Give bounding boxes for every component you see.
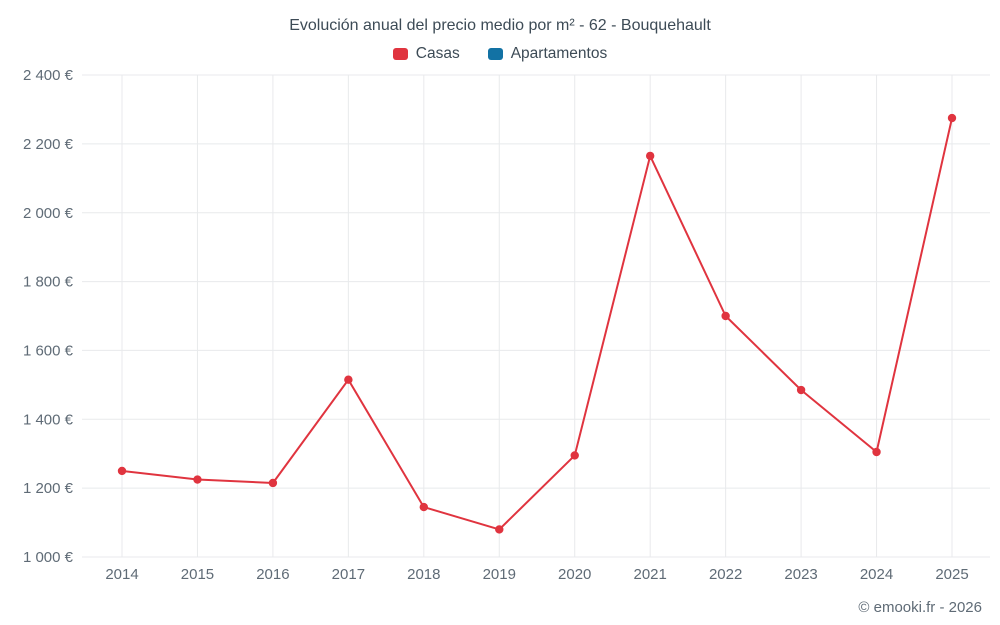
x-axis-tick-label: 2024	[860, 566, 893, 583]
y-axis-tick-label: 2 000 €	[23, 205, 74, 222]
x-axis-tick-label: 2017	[332, 566, 365, 583]
casas-data-point[interactable]	[193, 475, 202, 484]
casas-data-point[interactable]	[872, 447, 881, 457]
casas-data-point[interactable]	[796, 385, 806, 395]
casas-data-point[interactable]	[645, 151, 655, 161]
copyright: © emooki.fr - 2026	[858, 599, 982, 616]
chart-title: Evolución anual del precio medio por m² …	[289, 17, 711, 34]
x-axis-tick-label: 2020	[558, 566, 591, 583]
casas-data-point[interactable]	[268, 478, 278, 488]
y-axis-tick-label: 1 600 €	[23, 343, 74, 360]
legend-label-apartamentos: Apartamentos	[510, 45, 608, 62]
x-axis-tick-label: 2014	[105, 566, 138, 583]
casas-data-point[interactable]	[344, 375, 353, 384]
casas-swatch-icon	[392, 48, 408, 60]
y-axis-tick-label: 1 000 €	[23, 549, 74, 566]
y-axis-tick-label: 1 200 €	[23, 480, 74, 497]
x-axis-tick-label: 2015	[181, 566, 214, 583]
y-axis-tick-label: 2 200 €	[23, 136, 74, 153]
y-axis-tick-label: 1 400 €	[23, 411, 74, 428]
x-axis-tick-label: 2025	[935, 566, 968, 583]
y-axis-tick-label: 2 400 €	[23, 67, 74, 84]
x-axis-tick-label: 2021	[633, 566, 666, 583]
legend-item-apartamentos[interactable]: Apartamentos	[487, 45, 608, 63]
legend-item-casas[interactable]: Casas	[392, 45, 460, 63]
x-axis-tick-label: 2022	[709, 566, 742, 583]
legend-label-casas: Casas	[415, 45, 460, 62]
x-axis-tick-label: 2019	[483, 566, 516, 583]
x-axis-tick-label: 2018	[407, 566, 440, 583]
x-axis-tick-label: 2016	[256, 566, 289, 583]
casas-data-point[interactable]	[721, 311, 730, 321]
chart-legend: Casas Apartamentos	[0, 45, 1000, 63]
casas-data-point[interactable]	[117, 466, 127, 476]
apartamentos-swatch-icon	[487, 48, 503, 60]
casas-data-point[interactable]	[947, 113, 957, 123]
y-axis-tick-label: 1 800 €	[23, 274, 74, 291]
casas-data-point[interactable]	[570, 451, 579, 460]
casas-line	[121, 117, 953, 531]
casas-data-point[interactable]	[419, 502, 429, 512]
x-axis-tick-label: 2023	[784, 566, 817, 583]
casas-data-point[interactable]	[495, 525, 504, 534]
